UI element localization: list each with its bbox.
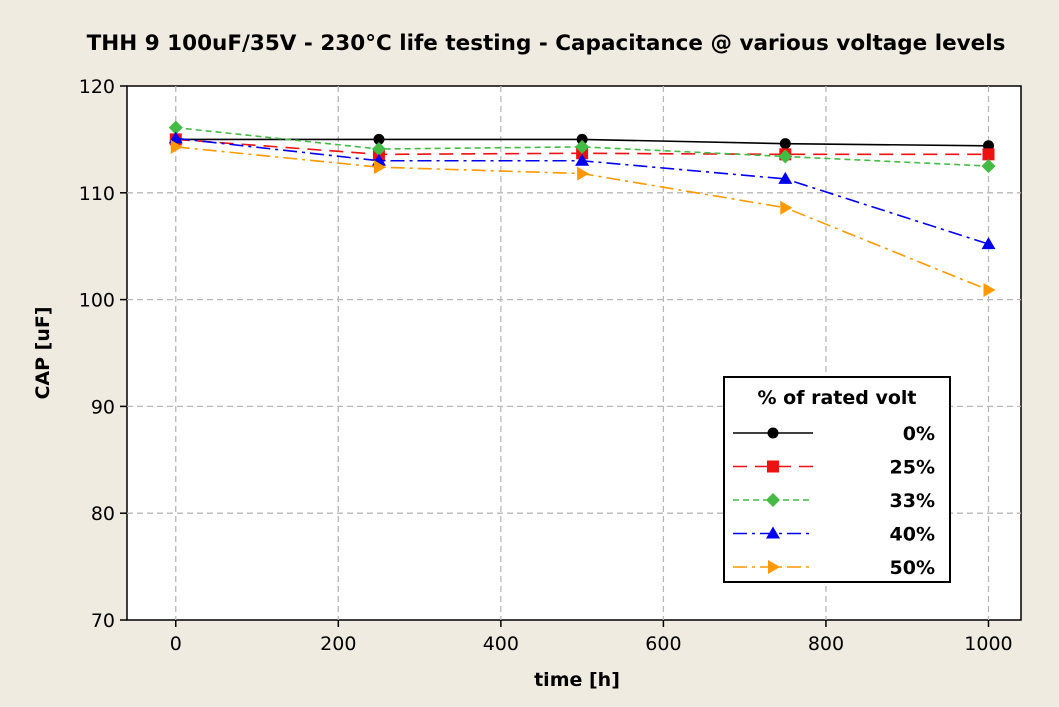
- legend-item: 33%: [733, 490, 935, 512]
- legend-item: 0%: [733, 423, 935, 445]
- legend-marker: [766, 526, 780, 539]
- data-point: [983, 282, 996, 297]
- data-point: [575, 139, 590, 154]
- data-point: [575, 153, 590, 166]
- series-40pct: [168, 131, 996, 250]
- data-point: [779, 138, 791, 150]
- data-point: [576, 133, 588, 145]
- legend: % of rated volt 0% 25% 33% 40% 50%: [723, 376, 951, 583]
- legend-item: 50%: [733, 557, 935, 579]
- legend-label: 0%: [903, 423, 935, 445]
- x-tick-label: 400: [483, 633, 519, 655]
- x-tick-label: 200: [320, 633, 356, 655]
- series-group: [168, 120, 996, 297]
- x-tick-label: 800: [808, 633, 844, 655]
- data-point: [577, 166, 590, 181]
- legend-item: 25%: [733, 457, 935, 479]
- data-point: [170, 139, 183, 154]
- series-33pct: [168, 120, 996, 174]
- x-tick-label: 0: [170, 633, 182, 655]
- legend-label: 25%: [890, 457, 935, 479]
- y-tick-label: 100: [79, 290, 115, 312]
- series-50pct: [170, 139, 996, 297]
- data-point: [981, 237, 996, 250]
- legend-box: [723, 376, 951, 583]
- legend-marker: [767, 460, 779, 473]
- y-tick-label: 70: [91, 610, 115, 632]
- data-point: [778, 149, 793, 164]
- data-point: [373, 133, 385, 145]
- data-point: [981, 159, 996, 174]
- legend-items: 0% 25% 33% 40% 50%: [733, 423, 935, 579]
- data-point: [168, 120, 183, 135]
- chart-title: THH 9 100uF/35V - 230°C life testing - C…: [87, 31, 1006, 56]
- y-tick-label: 80: [91, 503, 115, 525]
- x-axis-label: time [h]: [534, 669, 620, 691]
- data-point: [373, 160, 386, 175]
- legend-label: 33%: [890, 490, 935, 512]
- y-tick-label: 110: [79, 183, 115, 205]
- legend-label: 50%: [890, 557, 935, 579]
- y-tick-label: 90: [91, 396, 115, 418]
- legend-marker: [766, 493, 780, 507]
- data-point: [168, 131, 183, 144]
- y-axis-label: CAP [uF]: [32, 306, 54, 399]
- legend-marker: [767, 427, 779, 439]
- legend-label: 40%: [890, 524, 935, 546]
- data-point: [371, 142, 386, 157]
- legend-title: % of rated volt: [758, 387, 917, 409]
- x-tick-label: 600: [645, 633, 681, 655]
- x-tick-label: 1000: [964, 633, 1012, 655]
- axis-ticks: 0 200 400 600 800 1000 70 80 90 100 110 120: [79, 76, 1013, 655]
- legend-item: 40%: [733, 524, 935, 546]
- data-point: [982, 148, 995, 161]
- legend-marker: [768, 560, 780, 574]
- data-point: [778, 171, 793, 184]
- y-tick-label: 120: [79, 76, 115, 98]
- data-point: [780, 200, 793, 215]
